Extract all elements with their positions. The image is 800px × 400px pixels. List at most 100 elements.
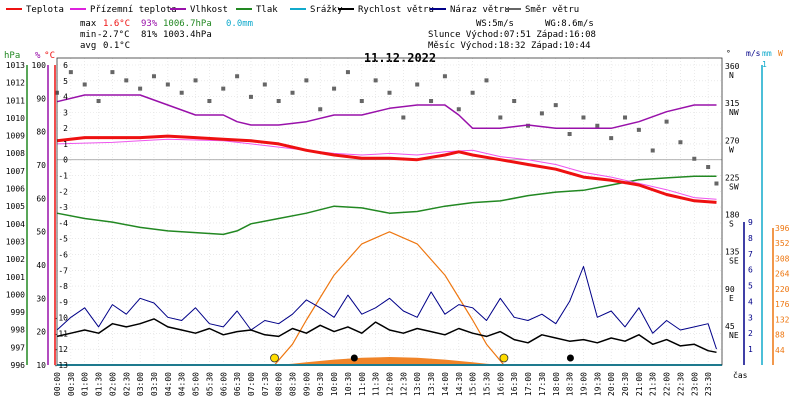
axis-time-tick: 19:30 <box>593 372 602 396</box>
axis-celsius-tick: -12 <box>54 345 69 354</box>
direction-point <box>193 78 198 83</box>
axis-hpa-tick: 996 <box>11 361 26 370</box>
direction-point <box>96 99 101 103</box>
axis-watts-tick: 44 <box>775 346 785 355</box>
axis-time-tick: 13:30 <box>427 372 436 396</box>
axis-direction-degree: 135 <box>725 248 740 257</box>
legend-label: Teplota <box>26 5 64 15</box>
direction-point <box>262 82 267 87</box>
direction-point <box>581 115 586 120</box>
axis-direction-degree: 45 <box>725 322 735 331</box>
axis-percent-tick: 60 <box>36 194 46 203</box>
axis-time-tick: 21:30 <box>649 372 658 396</box>
axis-time-tick: 04:00 <box>164 372 173 396</box>
axis-hpa-tick: 998 <box>11 326 26 335</box>
direction-point <box>498 115 503 120</box>
sun-area <box>274 357 504 365</box>
direction-point <box>650 148 655 153</box>
direction-point <box>429 99 434 103</box>
stats-min-temp: -2.7°C <box>97 30 130 40</box>
stats-avg-label: avg <box>80 41 96 51</box>
axis-direction-name: SW <box>729 182 739 191</box>
axis-direction-degree: 315 <box>725 99 740 108</box>
axis-time-tick: 17:00 <box>524 372 533 396</box>
axis-celsius-tick: -10 <box>54 314 69 323</box>
wind-speed-line <box>56 318 717 354</box>
pressure-line <box>56 175 717 236</box>
axis-watts-tick: 308 <box>775 254 790 263</box>
axis-celsius-tick: -2 <box>58 187 68 196</box>
axis-ms-tick: 8 <box>748 234 753 243</box>
legend-label: Směr větru <box>525 5 579 15</box>
direction-point <box>692 156 697 161</box>
axis-time-tick: 23:30 <box>704 372 713 396</box>
stats-moon: Měsíc Východ:18:32 Západ:10:44 <box>428 41 591 51</box>
stats-min-hum: 81% <box>141 30 158 40</box>
axis-celsius-tick: -11 <box>54 329 69 338</box>
axis-watts-tick: 220 <box>775 285 790 294</box>
axis-hpa-tick: 1000 <box>6 290 25 299</box>
legend-label: Náraz větru <box>450 5 510 15</box>
axis-time-tick: 21:00 <box>635 372 644 396</box>
axis-ms-tick: 7 <box>748 250 753 259</box>
direction-point <box>373 78 378 83</box>
axis-direction-name: NW <box>729 108 739 117</box>
axis-time-tick: 13:00 <box>413 372 422 396</box>
axis-celsius-tick: 2 <box>63 124 68 133</box>
axis-percent-label: % <box>35 51 41 61</box>
axis-celsius-tick: 0 <box>63 156 68 165</box>
axis-direction-degree: 90 <box>725 285 735 294</box>
axis-celsius-tick: -4 <box>58 219 68 228</box>
axis-celsius-tick: 3 <box>63 108 68 117</box>
axis-ms-tick: 1 <box>748 345 753 354</box>
axis-time-tick: 18:00 <box>552 372 561 396</box>
direction-point <box>623 115 628 120</box>
axis-time-tick: 09:30 <box>316 372 325 396</box>
axis-direction-degree: 180 <box>725 211 740 220</box>
axis-hpa-tick: 1006 <box>6 185 25 194</box>
axis-celsius-tick: -9 <box>58 298 68 307</box>
axis-time-tick: 06:30 <box>233 372 242 396</box>
axis-watts-tick: 132 <box>775 315 790 324</box>
moonrise-marker <box>566 354 574 362</box>
direction-point <box>124 78 129 83</box>
direction-point <box>484 78 489 83</box>
axis-watts-tick: 264 <box>775 270 790 279</box>
legend-label: Rychlost větru <box>358 5 434 15</box>
grid <box>56 58 723 366</box>
direction-point <box>110 70 115 75</box>
legend-label: Srážky <box>310 5 343 15</box>
axis-time-tick: 03:00 <box>136 372 145 396</box>
axis-celsius: °C 6 5 4 3 2 1 0 -1 -2 -3 -4 -5 -6 -7 -8 -9 -10 -11 -12 -13 <box>44 51 68 370</box>
axis-hpa-tick: 1008 <box>6 149 25 158</box>
axis-time-tick: 08:30 <box>289 372 298 396</box>
axis-time-tick: 16:00 <box>496 372 505 396</box>
direction-point <box>512 99 517 103</box>
axis-time-tick: 14:00 <box>441 372 450 396</box>
direction-point <box>304 78 309 83</box>
axis-celsius-tick: -7 <box>58 266 68 275</box>
legend: Teplota Přízemní teplota Vlhkost Tlak Srážky… <box>6 5 579 15</box>
axis-watts: W 396 352 308 264 220 176 132 88 44 <box>772 49 790 365</box>
axis-time-tick: 23:00 <box>690 372 699 396</box>
axis-ms-tick: 6 <box>748 266 753 275</box>
direction-point <box>165 82 170 87</box>
stats-max-press: 1006.7hPa <box>163 19 212 29</box>
direction-point <box>706 165 711 169</box>
axis-time-tick: 22:30 <box>676 372 685 396</box>
axis-direction-degree: 225 <box>725 173 740 182</box>
direction-point <box>609 136 614 141</box>
axis-time-tick: 04:30 <box>178 372 187 396</box>
axis-hpa-tick: 1003 <box>6 237 25 246</box>
direction-point <box>138 86 143 91</box>
stats-max-hum: 93% <box>141 19 158 29</box>
direction-point <box>415 82 420 87</box>
axis-time-tick: 06:00 <box>219 372 228 396</box>
axis-hpa-tick: 999 <box>11 308 26 317</box>
stats-min-press: 1003.4hPa <box>163 30 212 40</box>
axis-time-tick: 16:30 <box>510 372 519 396</box>
plot-area <box>55 57 723 366</box>
